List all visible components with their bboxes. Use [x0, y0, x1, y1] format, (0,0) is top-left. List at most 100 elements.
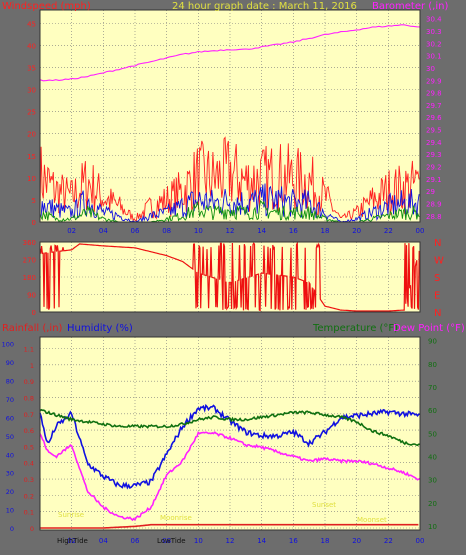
- humidity-tick-label: 30: [6, 470, 14, 478]
- climate-x-tick-label: 08: [162, 537, 171, 545]
- rainfall-tick-label: 1.1: [24, 346, 34, 354]
- humidity-tick-label: 10: [6, 507, 14, 515]
- series-rainfall: [40, 523, 419, 529]
- climate-x-tick-label: 12: [226, 537, 235, 545]
- rainfall-tick-label: 0.6: [24, 427, 34, 435]
- wind-x-tick-label: 14: [257, 227, 266, 235]
- rainfall-tick-label: 0.1: [24, 509, 34, 517]
- chart-title: 24 hour graph date : March 11, 2016: [172, 1, 357, 12]
- direction-tick-label: 90: [27, 292, 36, 300]
- rainfall-tick-label: 0.5: [24, 443, 34, 451]
- wind-x-tick-label: 16: [289, 227, 298, 235]
- direction-tick-label: 360: [23, 239, 36, 247]
- humidity-tick-label: 60: [6, 414, 14, 422]
- windspeed-tick-label: 25: [27, 109, 36, 117]
- windspeed-tick-label: 20: [27, 131, 36, 139]
- compass-label: S: [434, 273, 440, 284]
- barometer-tick-label: 30.3: [426, 28, 442, 36]
- compass-label: W: [434, 256, 444, 267]
- barometer-tick-label: 29.1: [426, 176, 442, 184]
- barometer-tick-label: 30.1: [426, 53, 442, 61]
- barometer-tick-label: 29.8: [426, 90, 442, 98]
- barometer-tick-label: 29.2: [426, 164, 442, 172]
- wind-x-tick-label: 08: [162, 227, 171, 235]
- annotation-sunrise: Sunrise: [58, 511, 84, 519]
- rainfall-tick-label: 0.2: [24, 492, 34, 500]
- wind-x-tick-label: 18: [321, 227, 330, 235]
- direction-tick-label: 0: [32, 309, 36, 317]
- humidity-tick-label: 100: [2, 341, 14, 349]
- humidity-tick-label: 70: [6, 396, 14, 404]
- barometer-tick-label: 30: [426, 65, 435, 73]
- climate-x-tick-label: 20: [352, 537, 361, 545]
- direction-tick-label: 270: [23, 257, 36, 265]
- windspeed-tick-label: 5: [32, 197, 36, 205]
- barometer-axis-label: Barometer (,in): [372, 1, 448, 12]
- windspeed-tick-label: 10: [27, 175, 36, 183]
- series-temperature: [39, 408, 421, 447]
- wind-x-tick-label: 22: [384, 227, 393, 235]
- barometer-tick-label: 29: [426, 188, 435, 196]
- annotation-sunset: Sunset: [312, 501, 336, 509]
- series-direction: [39, 240, 420, 312]
- temperature-tick-label: 60: [428, 407, 437, 415]
- windspeed-axis-label: Windspeed (mph): [2, 1, 91, 12]
- temperature-tick-label: 90: [428, 338, 437, 346]
- rainfall-tick-label: 1: [30, 362, 34, 370]
- temperature-tick-label: 30: [428, 477, 437, 485]
- barometer-tick-label: 30.2: [426, 40, 442, 48]
- annotation-moonrise: Moonrise: [160, 514, 192, 522]
- wind-x-tick-label: 10: [194, 227, 203, 235]
- barometer-tick-label: 28.8: [426, 213, 442, 221]
- rainfall-tick-label: 0.9: [24, 378, 34, 386]
- temperature-axis-label: Temperature (°F): [312, 323, 398, 334]
- barometer-tick-label: 29.4: [426, 139, 442, 147]
- wind-x-tick-label: 00: [416, 227, 425, 235]
- series-dew-point: [39, 430, 421, 522]
- humidity-tick-label: 80: [6, 378, 14, 386]
- climate-x-tick-label: 04: [99, 537, 108, 545]
- temperature-tick-label: 40: [428, 454, 437, 462]
- barometer-tick-label: 30.4: [426, 16, 442, 24]
- compass-label: N: [434, 238, 441, 249]
- climate-plot-frame: [39, 336, 421, 531]
- climate-x-tick-label: 06: [131, 537, 140, 545]
- direction-plot-frame: [39, 241, 421, 313]
- series-barometer: [39, 24, 421, 82]
- temperature-tick-label: 50: [428, 430, 437, 438]
- windspeed-tick-label: 0: [32, 219, 36, 227]
- windspeed-tick-label: 45: [27, 20, 36, 28]
- annotation-lowtide: LowTide: [157, 537, 186, 545]
- windspeed-tick-label: 30: [27, 87, 36, 95]
- humidity-tick-label: 40: [6, 451, 14, 459]
- barometer-tick-label: 29.9: [426, 77, 442, 85]
- compass-label: N: [434, 308, 441, 319]
- barometer-tick-label: 29.6: [426, 114, 442, 122]
- climate-x-tick-label: 00: [416, 537, 425, 545]
- rainfall-tick-label: 0.7: [24, 411, 34, 419]
- wind-x-tick-label: 04: [99, 227, 108, 235]
- rainfall-tick-label: 0.3: [24, 476, 34, 484]
- rainfall-tick-label: 0: [30, 525, 34, 533]
- wind-ticks: 0 5 10 15 20 25 30 35 40 45 28.8 28.9 29 29.1 29.2 29.3…: [27, 16, 442, 235]
- humidity-tick-label: 0: [10, 525, 14, 533]
- rainfall-tick-label: 0.4: [24, 460, 34, 468]
- barometer-tick-label: 29.7: [426, 102, 442, 110]
- wind-plot-frame: [39, 9, 421, 223]
- direction-marks: [39, 240, 420, 312]
- rainfall-axis-label: Rainfall (,in): [2, 323, 63, 334]
- dewpoint-axis-label: Dew Point (°F): [393, 323, 465, 334]
- rainfall-tick-label: 0.8: [24, 394, 34, 402]
- climate-marks: [39, 403, 421, 529]
- series-wind-avg: [39, 183, 420, 223]
- temperature-tick-label: 80: [428, 361, 437, 369]
- temperature-tick-label: 20: [428, 500, 437, 508]
- humidity-tick-label: 50: [6, 433, 14, 441]
- humidity-tick-label: 20: [6, 488, 14, 496]
- annotation-hightide: HighTide: [57, 537, 88, 545]
- series-wind-peak: [39, 136, 420, 222]
- wind-x-tick-label: 06: [131, 227, 140, 235]
- astro-annotations: Sunrise Sunset Moonrise Moonset HighTide LowT…: [57, 501, 387, 545]
